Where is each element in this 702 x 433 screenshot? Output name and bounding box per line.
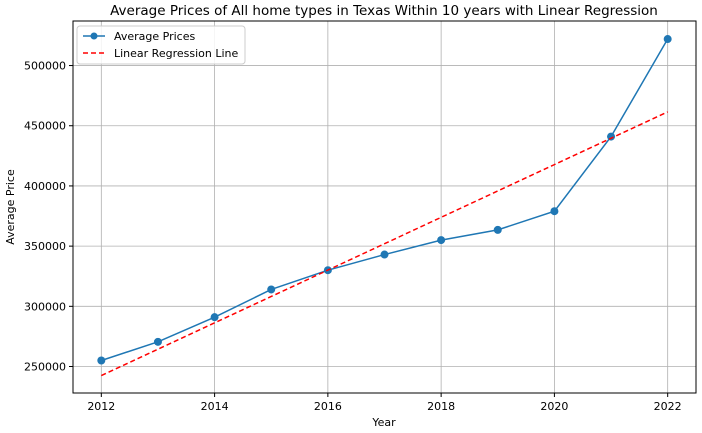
data-point <box>97 356 106 365</box>
data-point <box>380 250 389 259</box>
x-tick-label: 2022 <box>654 400 682 413</box>
y-tick-label: 350000 <box>24 240 66 253</box>
data-point <box>437 236 446 245</box>
series-line-linear-regression <box>101 111 668 377</box>
x-axis-label: Year <box>371 416 396 429</box>
legend-marker-average-prices <box>90 32 98 40</box>
legend-label-linear-regression: Linear Regression Line <box>114 47 239 60</box>
legend: Average Prices Linear Regression Line <box>76 25 246 65</box>
grid <box>73 21 696 393</box>
legend-label-average-prices: Average Prices <box>114 30 196 43</box>
chart-title: Average Prices of All home types in Texa… <box>110 3 658 19</box>
x-tick-label: 2014 <box>201 400 229 413</box>
series-layer <box>97 35 672 377</box>
y-tick-label: 450000 <box>24 120 66 133</box>
y-tick-label: 400000 <box>24 180 66 193</box>
y-tick-label: 300000 <box>24 300 66 313</box>
data-point <box>550 207 559 216</box>
data-point <box>210 313 219 322</box>
data-point <box>663 35 672 44</box>
y-axis: 250000 300000 350000 400000 450000 500000 <box>24 60 73 374</box>
plot-frame <box>72 20 697 394</box>
data-point <box>493 225 502 234</box>
x-axis: 2012 2014 2016 2018 2020 2022 <box>87 393 682 413</box>
data-point <box>153 337 162 346</box>
data-point <box>267 285 276 294</box>
y-tick-label: 250000 <box>24 361 66 374</box>
series-line-average-prices <box>101 38 669 362</box>
x-tick-label: 2020 <box>540 400 568 413</box>
y-axis-label: Average Price <box>4 169 17 245</box>
x-tick-label: 2018 <box>427 400 455 413</box>
x-tick-label: 2016 <box>314 400 342 413</box>
x-tick-label: 2012 <box>87 400 115 413</box>
data-point <box>607 132 616 141</box>
legend-box <box>76 25 246 65</box>
y-tick-label: 500000 <box>24 60 66 73</box>
